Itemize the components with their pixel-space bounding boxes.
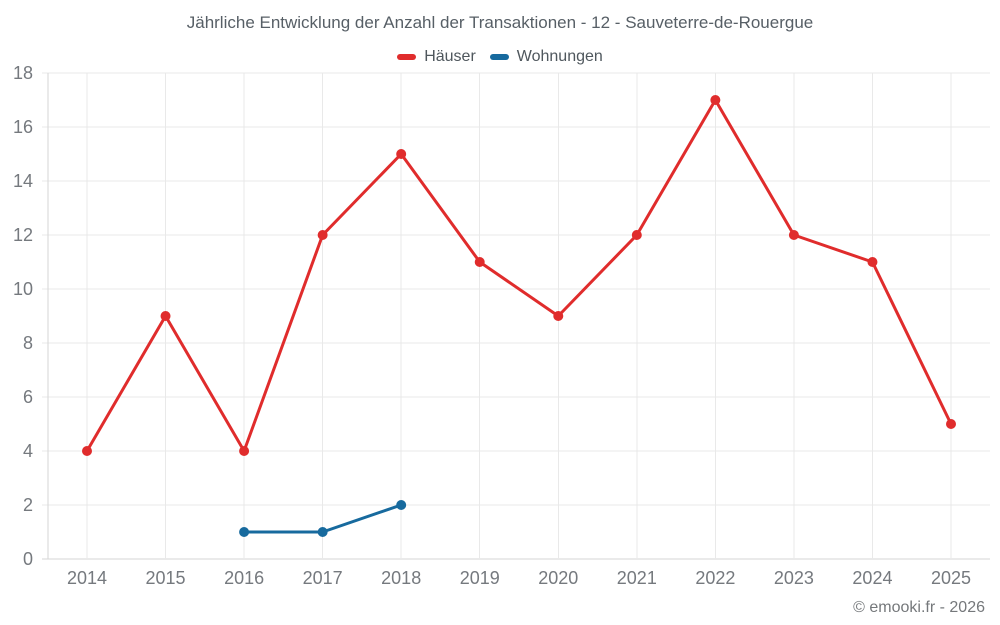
y-axis-tick-label: 16 bbox=[13, 117, 33, 137]
y-axis-tick-label: 10 bbox=[13, 279, 33, 299]
x-axis-tick-label: 2021 bbox=[617, 568, 657, 588]
legend-label: Häuser bbox=[424, 48, 476, 65]
data-point-wohnungen[interactable] bbox=[396, 500, 407, 510]
data-point-h-user[interactable] bbox=[396, 149, 407, 159]
data-point-h-user[interactable] bbox=[710, 95, 721, 105]
x-axis-tick-label: 2017 bbox=[303, 568, 343, 588]
data-point-h-user[interactable] bbox=[239, 446, 250, 456]
chart-title: Jährliche Entwicklung der Anzahl der Tra… bbox=[186, 13, 814, 32]
y-axis-tick-label: 2 bbox=[23, 495, 33, 515]
legend-item-wohnungen[interactable]: Wohnungen bbox=[489, 48, 603, 66]
x-axis-tick-label: 2015 bbox=[146, 568, 186, 588]
data-point-wohnungen[interactable] bbox=[239, 527, 250, 537]
y-axis-tick-label: 6 bbox=[23, 387, 33, 407]
data-point-h-user[interactable] bbox=[317, 230, 328, 240]
legend: Häuser Wohnungen bbox=[0, 48, 1000, 66]
data-point-h-user[interactable] bbox=[631, 230, 642, 240]
x-axis-tick-label: 2025 bbox=[931, 568, 971, 588]
x-axis-tick-label: 2019 bbox=[460, 568, 500, 588]
legend-label: Wohnungen bbox=[516, 48, 603, 65]
y-axis-tick-label: 18 bbox=[13, 63, 33, 83]
y-axis-tick-label: 4 bbox=[23, 441, 33, 461]
data-point-h-user[interactable] bbox=[788, 230, 799, 240]
data-point-h-user[interactable] bbox=[946, 419, 956, 429]
data-point-h-user[interactable] bbox=[82, 446, 92, 456]
x-axis-tick-label: 2022 bbox=[695, 568, 735, 588]
legend-marker-icon bbox=[489, 54, 509, 60]
data-point-wohnungen[interactable] bbox=[317, 527, 328, 537]
y-axis-tick-label: 0 bbox=[23, 549, 33, 569]
x-axis-tick-label: 2014 bbox=[67, 568, 107, 588]
y-axis-tick-label: 8 bbox=[23, 333, 33, 353]
data-point-h-user[interactable] bbox=[160, 311, 171, 321]
x-axis-tick-label: 2024 bbox=[852, 568, 892, 588]
series-line-h-user[interactable] bbox=[85, 98, 953, 453]
y-axis-tick-label: 12 bbox=[13, 225, 33, 245]
x-axis-tick-label: 2018 bbox=[381, 568, 421, 588]
data-point-h-user[interactable] bbox=[553, 311, 564, 321]
data-point-h-user[interactable] bbox=[867, 257, 878, 267]
x-axis-tick-label: 2023 bbox=[774, 568, 814, 588]
data-point-h-user[interactable] bbox=[474, 257, 485, 267]
legend-marker-icon bbox=[397, 54, 417, 60]
x-axis-tick-label: 2016 bbox=[224, 568, 264, 588]
x-axis-tick-label: 2020 bbox=[538, 568, 578, 588]
legend-item-h-user[interactable]: Häuser bbox=[397, 48, 476, 66]
y-axis-tick-label: 14 bbox=[13, 171, 33, 191]
copyright-note: © emooki.fr - 2026 bbox=[853, 599, 985, 616]
